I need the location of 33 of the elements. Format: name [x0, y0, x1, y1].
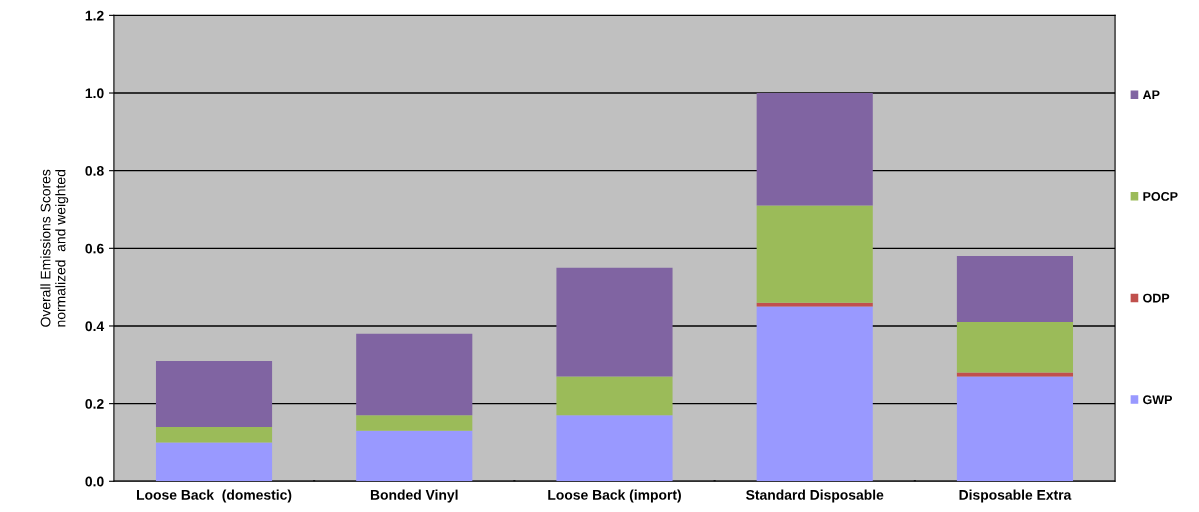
y-tick-label: 0.2: [85, 398, 104, 409]
legend-label: POCP: [1143, 192, 1178, 201]
x-tick-label: Loose Back (domestic): [137, 489, 292, 503]
bar: [756, 205, 873, 303]
legend-label: AP: [1142, 90, 1160, 100]
bar: [756, 93, 873, 206]
bar: [956, 322, 1074, 373]
bar: [756, 306, 873, 482]
bar: [356, 430, 473, 482]
x-tick-label: Bonded Vinyl: [370, 489, 458, 503]
y-tick-label: 1.0: [85, 88, 104, 99]
bar: [556, 267, 673, 377]
bar: [356, 415, 473, 431]
bar: [556, 376, 673, 416]
x-tick-label: Disposable Extra: [959, 489, 1072, 503]
y-tick-label: 0.8: [85, 166, 104, 176]
bar: [155, 426, 273, 443]
y-tick-label: 0.6: [85, 243, 104, 254]
bar: [956, 376, 1074, 482]
y-tick-label: 0.0: [85, 476, 104, 487]
bar: [155, 360, 273, 427]
x-tick-label: Loose Back (import): [548, 489, 681, 503]
x-tick-label: Standard Disposable: [746, 489, 884, 503]
bar: [756, 302, 873, 307]
legend-label: ODP: [1143, 293, 1170, 303]
bar: [956, 256, 1074, 323]
bar: [356, 333, 473, 416]
y-tick-label: 1.2: [85, 10, 104, 21]
y-tick-label: 0.4: [85, 321, 105, 332]
legend-label: GWP: [1143, 395, 1173, 405]
y-axis-title: Overall Emissions Scores normalized and weighted: [40, 169, 69, 327]
bar: [556, 415, 673, 482]
bar: [155, 442, 273, 482]
